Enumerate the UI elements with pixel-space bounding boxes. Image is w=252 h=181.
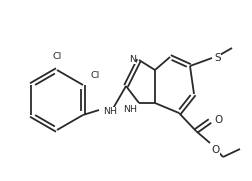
Text: O: O bbox=[211, 145, 219, 155]
Text: NH: NH bbox=[123, 105, 137, 114]
Text: Cl: Cl bbox=[52, 52, 62, 61]
Text: NH: NH bbox=[103, 108, 117, 117]
Text: Cl: Cl bbox=[91, 71, 100, 80]
Text: N: N bbox=[129, 54, 136, 64]
Text: S: S bbox=[214, 53, 220, 63]
Text: O: O bbox=[214, 115, 222, 125]
